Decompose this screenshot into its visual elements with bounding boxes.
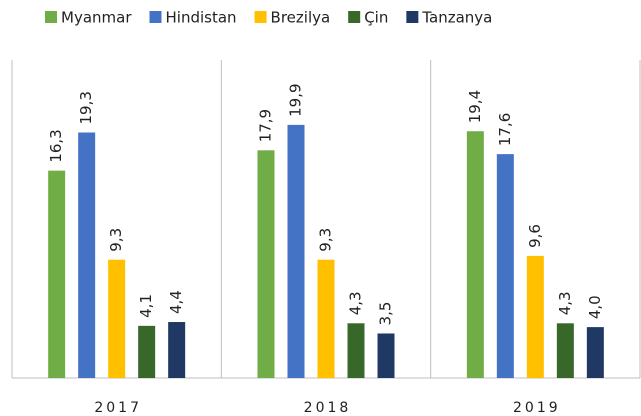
x-tick-label: 2019 [513,400,561,416]
data-label: 19,4 [466,90,484,123]
data-label: 3,5 [377,302,395,326]
legend-label: Çin [364,9,388,27]
bar [496,154,514,378]
legend-swatch [254,11,267,23]
legend-swatch [149,11,162,23]
bar [78,132,96,378]
data-label: 4,4 [167,290,185,314]
data-label: 9,6 [526,224,544,248]
data-label: 9,3 [317,228,335,252]
bar [586,327,604,378]
bar [556,323,574,378]
bar [168,322,186,378]
data-label: 19,3 [77,91,95,124]
bar [377,333,395,378]
legend-label: Hindistan [166,9,237,27]
x-tick-label: 2018 [304,400,352,416]
bar [287,124,305,378]
bar [48,170,66,378]
bar [526,255,544,378]
bar [257,150,275,378]
bar [317,259,335,378]
legend-label: Myanmar [61,9,132,27]
data-label: 4,3 [556,291,574,315]
legend-swatch [348,11,361,23]
x-tick-label: 2017 [94,400,142,416]
bar [347,323,365,378]
legend-label: Tanzanya [421,9,492,27]
data-label: 9,3 [107,228,125,252]
data-label: 16,3 [47,129,65,162]
data-label: 4,3 [347,291,365,315]
legend-label: Brezilya [271,9,331,27]
data-label: 17,9 [257,109,275,142]
bar [108,259,126,378]
bar [138,325,156,378]
data-label: 19,9 [287,83,305,116]
data-label: 17,6 [496,113,514,146]
legend-swatch [45,11,57,23]
data-label: 4,0 [586,295,604,319]
legend-swatch [406,11,419,23]
bar [466,131,484,378]
data-label: 4,1 [137,294,155,318]
